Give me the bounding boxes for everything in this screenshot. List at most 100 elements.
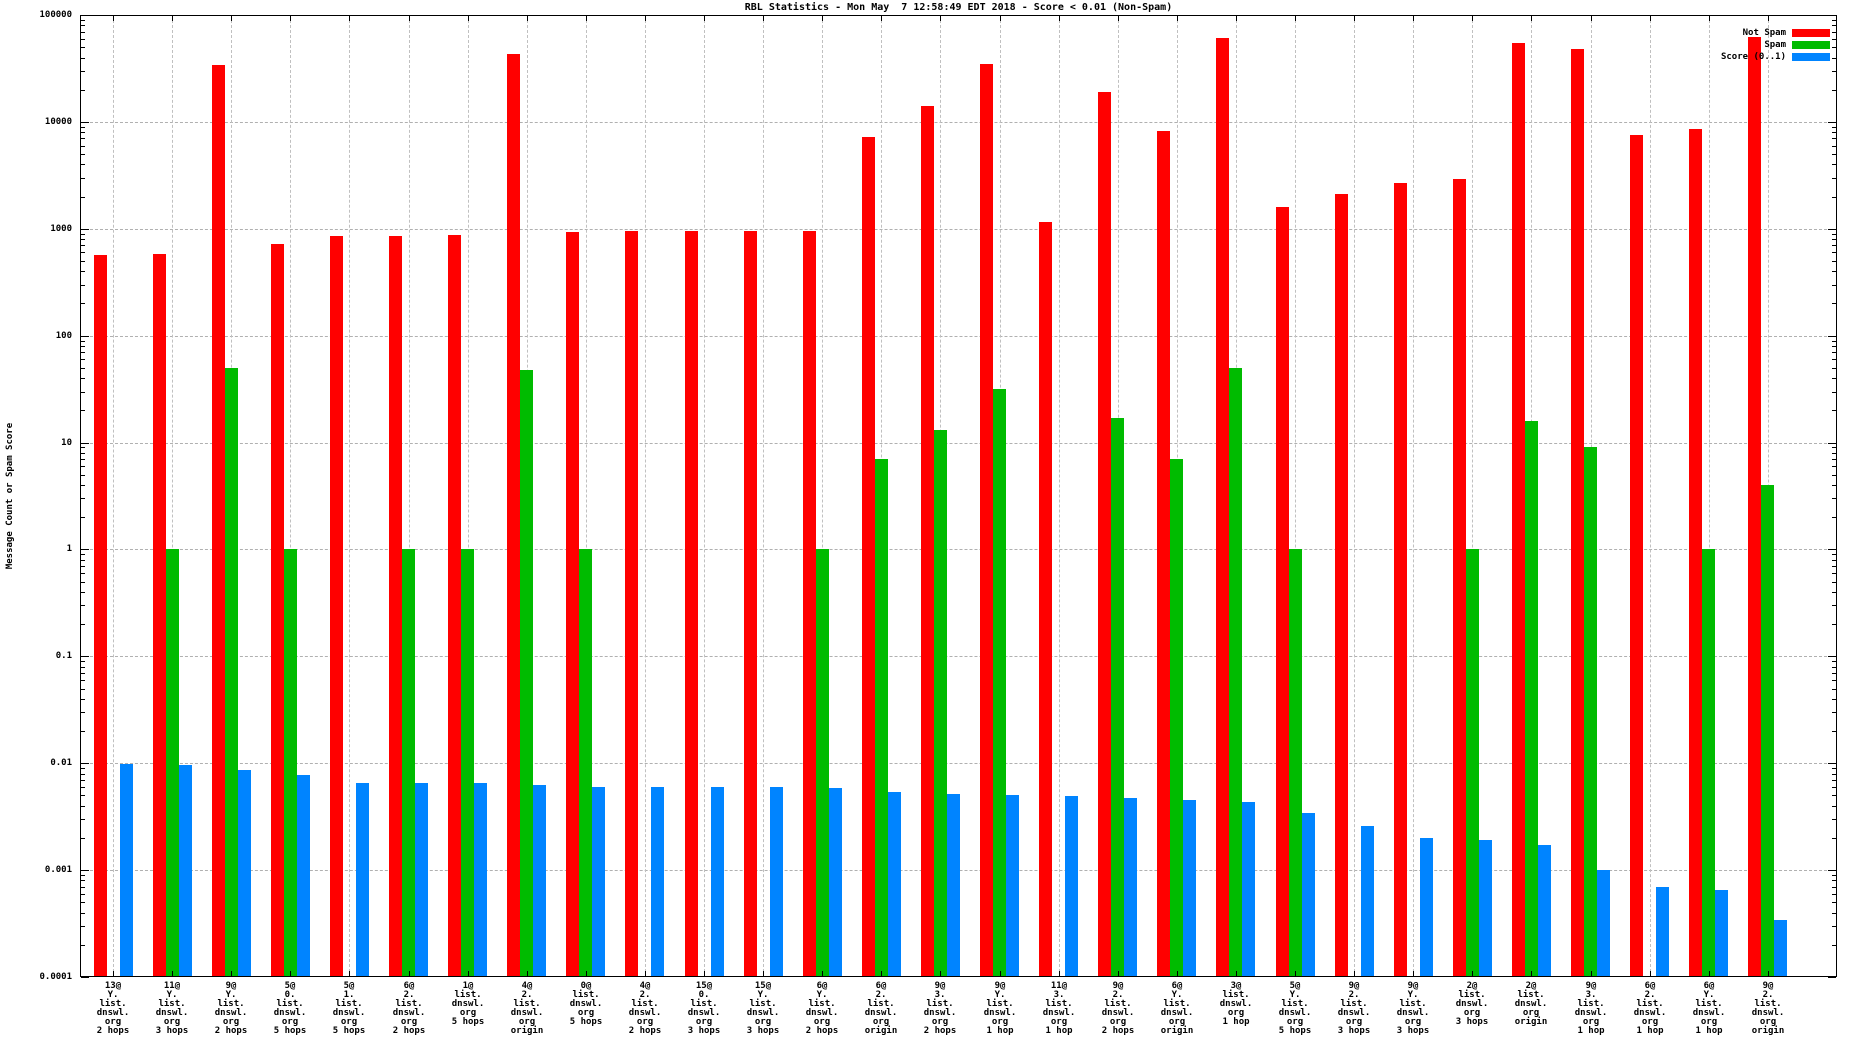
x-category-line: 1 hop (986, 1026, 1014, 1036)
x-tick (1413, 16, 1414, 21)
x-category-line: list. (808, 999, 836, 1009)
x-category-line: list. (395, 999, 423, 1009)
x-category-line: list. (1577, 999, 1605, 1009)
bar-spam (1702, 549, 1715, 976)
x-category-line: 1. (343, 990, 355, 1000)
x-category-line: 6@ (1171, 981, 1183, 991)
x-category-line: 9@ (1112, 981, 1124, 991)
x-category-line: 1 hop (1695, 1026, 1723, 1036)
x-category-label: 2@ list. dnswl. org origin (1501, 982, 1561, 1027)
y-tick-minor (81, 560, 85, 561)
x-category-line: 5 hops (332, 1026, 366, 1036)
y-tick-major (81, 763, 89, 764)
x-category-line: list. (513, 999, 541, 1009)
bar-score-0-1 (415, 783, 428, 976)
x-category-line: 3 hops (687, 1026, 721, 1036)
y-tick-minor (81, 731, 85, 732)
x-category-line: 5@ (343, 981, 355, 991)
x-category-line: 4@ (521, 981, 533, 991)
bar-score-0-1 (1597, 870, 1610, 976)
bar-spam (1289, 549, 1302, 976)
x-category-line: 3. (934, 990, 946, 1000)
y-tick-major (1828, 443, 1836, 444)
y-tick-minor (1832, 768, 1836, 769)
bar-spam (225, 368, 238, 976)
grid-line-y (80, 549, 1837, 550)
x-category-label: 9@ Y. list. dnswl. org 1 hop (970, 982, 1030, 1036)
x-tick (1118, 971, 1119, 976)
chart-title: RBL Statistics - Mon May 7 12:58:49 EDT … (744, 2, 1173, 13)
y-tick-minor (1832, 271, 1836, 272)
bar-not-spam (1039, 222, 1052, 976)
y-tick-minor (81, 902, 85, 903)
y-tick-minor (1832, 592, 1836, 593)
x-category-line: org (1522, 1008, 1540, 1018)
x-tick (1768, 971, 1769, 976)
y-tick-major (81, 229, 89, 230)
x-category-line: dnswl. (1396, 1008, 1430, 1018)
grid-line-x (822, 15, 823, 977)
x-category-line: list. (1399, 999, 1427, 1009)
y-tick-minor (1832, 132, 1836, 133)
x-category-line: 2. (1644, 990, 1656, 1000)
x-category-line: dnswl. (746, 1008, 780, 1018)
y-tick-minor (1832, 887, 1836, 888)
y-tick-minor (81, 47, 85, 48)
x-tick (113, 16, 114, 21)
x-category-line: org (518, 1017, 536, 1027)
x-category-line: origin (1160, 1026, 1194, 1036)
bar-spam (402, 549, 415, 976)
x-tick (468, 971, 469, 976)
x-tick (1709, 16, 1710, 21)
y-tick-minor (81, 368, 85, 369)
y-tick-minor (81, 197, 85, 198)
bar-spam (1229, 368, 1242, 976)
x-category-line: 3@ (1230, 981, 1242, 991)
x-category-line: dnswl. (332, 1008, 366, 1018)
y-tick-minor (1832, 47, 1836, 48)
y-tick-minor (81, 447, 85, 448)
bar-score-0-1 (1479, 840, 1492, 976)
x-category-line: org (754, 1017, 772, 1027)
x-category-label: 6@ 2. list. dnswl. org 1 hop (1620, 982, 1680, 1036)
y-tick-minor (81, 624, 85, 625)
x-tick (822, 16, 823, 21)
x-tick (881, 16, 882, 21)
x-tick (290, 971, 291, 976)
bar-not-spam (212, 65, 225, 976)
x-category-line: 2 hops (923, 1026, 957, 1036)
x-category-line: org (400, 1017, 418, 1027)
y-tick-minor (81, 680, 85, 681)
x-tick (527, 971, 528, 976)
x-category-label: 2@ list. dnswl. org 3 hops (1442, 982, 1502, 1027)
bar-not-spam (566, 232, 579, 976)
y-tick-minor (81, 887, 85, 888)
x-tick (1000, 16, 1001, 21)
y-tick-minor (1832, 661, 1836, 662)
x-category-label: 6@ Y. list. dnswl. org 1 hop (1679, 982, 1739, 1036)
y-tick-label: 100 (55, 331, 72, 341)
x-tick (1650, 971, 1651, 976)
grid-line-x (409, 15, 410, 977)
y-tick-minor (81, 346, 85, 347)
x-category-line: dnswl. (1455, 999, 1489, 1009)
x-category-label: 6@ Y. list. dnswl. org 2 hops (792, 982, 852, 1036)
y-tick-minor (1832, 624, 1836, 625)
x-tick (349, 16, 350, 21)
bar-score-0-1 (1361, 826, 1374, 976)
x-tick (763, 16, 764, 21)
y-tick-minor (81, 252, 85, 253)
y-tick-minor (81, 894, 85, 895)
x-tick (1059, 971, 1060, 976)
x-category-label: 15@ Y. list. dnswl. org 3 hops (733, 982, 793, 1036)
x-category-line: org (1286, 1017, 1304, 1027)
bar-not-spam (625, 231, 638, 976)
x-category-line: list. (1695, 999, 1723, 1009)
y-tick-minor (81, 359, 85, 360)
x-category-line: 2@ (1525, 981, 1537, 991)
x-category-line: 2 hops (96, 1026, 130, 1036)
y-tick-major (81, 443, 89, 444)
x-tick (172, 16, 173, 21)
x-category-line: org (163, 1017, 181, 1027)
x-category-line: 6@ (403, 981, 415, 991)
